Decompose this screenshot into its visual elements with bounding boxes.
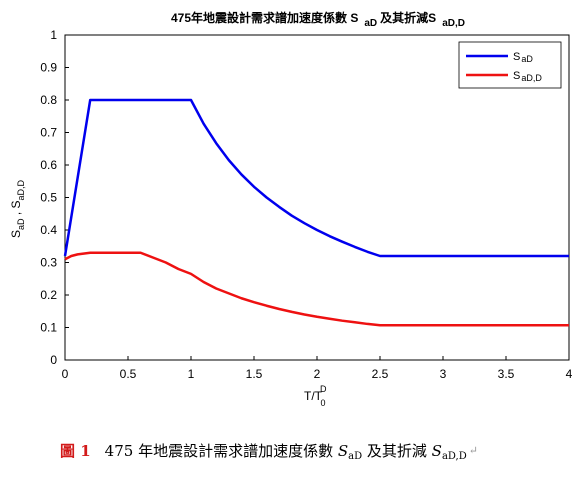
caption-text: 475 年地震設計需求譜加速度係數 <box>104 442 338 460</box>
y-tick-label: 0.7 <box>40 126 57 140</box>
y-tick-label: 0.3 <box>40 256 57 270</box>
series-layer <box>63 98 569 327</box>
figure-label: 圖 1 <box>60 442 91 460</box>
caption-symbol-1: S <box>337 442 349 460</box>
y-tick-label: 0.5 <box>40 191 57 205</box>
legend-label-sad: SaD <box>513 51 533 64</box>
x-tick-label: 3.5 <box>498 367 515 381</box>
chart-title: 475年地震設計需求譜加速度係數 S aD 及其折減S aD,D <box>171 10 465 29</box>
x-tick-label: 1.5 <box>246 367 263 381</box>
chart: 475年地震設計需求譜加速度係數 S aD 及其折減S aD,D 0 0.5 1 1.5 2 2… <box>9 10 573 408</box>
y-tick-label: 0.4 <box>40 223 57 237</box>
y-tick-label: 1 <box>50 28 57 42</box>
chart-title-prefix: 475年地震設計需求譜加速度係數 S <box>171 10 358 25</box>
caption-subscript-1: aD <box>348 451 363 462</box>
x-tick-label: 4 <box>566 367 573 381</box>
x-tick-label: 0.5 <box>120 367 137 381</box>
plot-area <box>64 34 570 361</box>
caption-subscript-2: aD,D <box>441 451 467 462</box>
y-axis-ticks: 0 0.1 0.2 0.3 0.4 0.5 0.6 0.7 0.8 0.9 1 <box>40 28 69 367</box>
x-axis-label: T/TD 0 <box>304 384 327 408</box>
series-line-sadd <box>64 251 569 327</box>
x-tick-label: 3 <box>440 367 447 381</box>
chart-title-mid: 及其折減S <box>380 10 436 25</box>
legend-label-sadd: SaD,D <box>513 70 542 83</box>
x-tick-label: 2 <box>314 367 321 381</box>
x-tick-label: 0 <box>62 367 69 381</box>
legend: SaD SaD,D <box>458 41 562 89</box>
caption-symbol-2: S <box>431 442 442 460</box>
chart-title-sub2: aD,D <box>442 18 465 29</box>
y-tick-label: 0.2 <box>40 288 57 302</box>
paragraph-mark-icon: ↵ <box>468 444 478 457</box>
series-line-sad <box>63 98 569 258</box>
y-tick-label: 0 <box>50 353 57 367</box>
x-axis-ticks: 0 0.5 1 1.5 2 2.5 3 3.5 4 <box>62 356 573 381</box>
x-tick-label: 2.5 <box>372 367 389 381</box>
figure-caption: 圖 1 475 年地震設計需求譜加速度係數 SaD 及其折減 SaD,D ↵ <box>60 440 580 462</box>
y-tick-label: 0.1 <box>40 321 57 335</box>
y-axis-label: SaD , SaD,D <box>9 179 26 238</box>
y-tick-label: 0.8 <box>40 93 57 107</box>
x-tick-label: 1 <box>188 367 195 381</box>
y-tick-label: 0.6 <box>40 158 57 172</box>
legend-box <box>458 41 562 89</box>
caption-mid: 及其折減 <box>362 442 432 460</box>
chart-title-sub1: aD <box>364 18 377 29</box>
y-tick-label: 0.9 <box>40 61 57 75</box>
